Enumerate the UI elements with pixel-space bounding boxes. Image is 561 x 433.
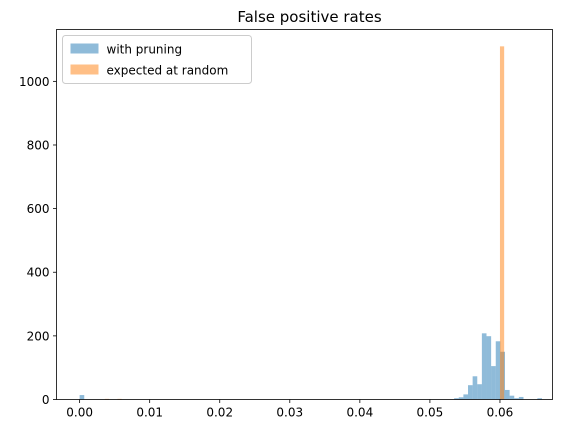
y-tick-label: 1000 <box>19 75 50 89</box>
legend-label: with pruning <box>107 43 183 57</box>
histogram-bar <box>486 336 492 400</box>
y-tick-label: 0 <box>42 393 50 407</box>
histogram-bar <box>514 398 519 400</box>
y-tick-label: 400 <box>27 266 50 280</box>
histogram-bar <box>477 384 482 400</box>
histogram-bar <box>518 396 524 400</box>
histogram-bar <box>458 397 464 400</box>
x-tick-label: 0.03 <box>276 406 303 420</box>
histogram-bar <box>463 394 469 400</box>
x-tick-label: 0.04 <box>346 406 373 420</box>
legend-swatch <box>70 43 99 54</box>
x-tick-label: 0.02 <box>206 406 233 420</box>
legend-label: expected at random <box>107 64 229 78</box>
histogram-bar <box>481 333 487 400</box>
histogram-bar <box>491 366 496 400</box>
x-tick-label: 0.00 <box>66 406 93 420</box>
histogram-bar <box>499 46 505 400</box>
y-tick-label: 200 <box>27 329 50 343</box>
y-tick-label: 600 <box>27 202 50 216</box>
legend-box <box>62 35 252 84</box>
legend-swatch <box>70 64 99 75</box>
histogram-bar <box>454 398 459 400</box>
histogram-bar <box>472 376 478 400</box>
histogram-bar <box>79 395 85 400</box>
axes-frame <box>56 29 553 400</box>
histogram-bar <box>505 389 510 400</box>
x-tick-label: 0.06 <box>487 406 514 420</box>
plot-area <box>79 46 542 400</box>
histogram-bar <box>468 385 473 400</box>
histogram-bar <box>509 395 515 400</box>
x-tick-label: 0.05 <box>417 406 444 420</box>
histogram-bar <box>495 341 501 400</box>
chart-title: False positive rates <box>237 8 381 26</box>
x-tick-label: 0.01 <box>136 406 163 420</box>
legend: with pruning expected at random <box>62 35 252 84</box>
y-tick-label: 800 <box>27 138 50 152</box>
x-axis: 0.00 0.01 0.02 0.03 0.04 0.05 0.06 <box>66 399 514 420</box>
histogram-bar <box>537 398 542 400</box>
y-axis: 0 200 400 600 800 1000 <box>19 75 57 407</box>
